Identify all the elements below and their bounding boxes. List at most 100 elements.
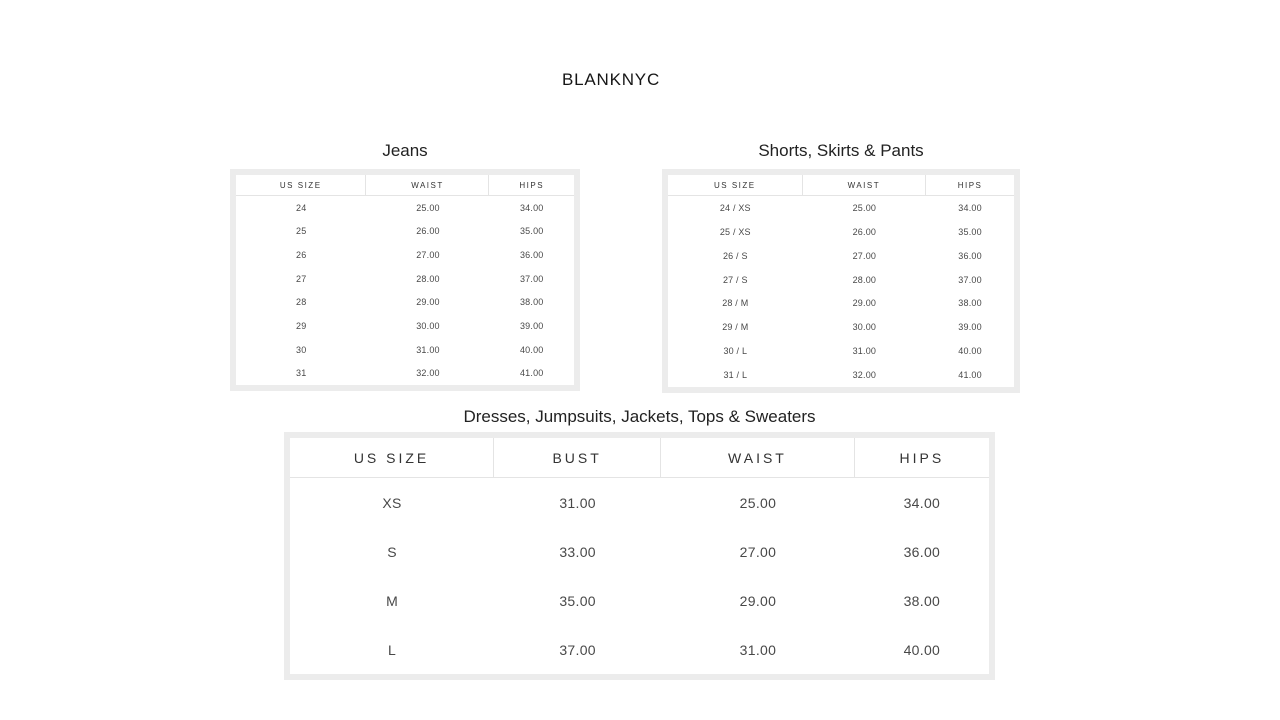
shorts-skirts-pants-size-table: US SIZE WAIST HIPS 24 / XS 25.00 34.00 25 / XS… <box>662 169 1020 393</box>
table-cell: 24 <box>296 202 307 213</box>
table-row: 27 28.00 37.00 <box>236 267 574 291</box>
section-shorts-skirts-pants: Shorts, Skirts & Pants US SIZE WAIST HIPS 2… <box>662 141 1020 393</box>
table-cell: 27.00 <box>739 543 777 560</box>
table-cell: 29 <box>296 320 307 331</box>
jeans-table-title: Jeans <box>382 141 428 160</box>
table-row: 25 26.00 35.00 <box>236 220 574 244</box>
table-cell: 28 <box>296 297 307 308</box>
table-cell: 39.00 <box>958 322 982 333</box>
table-cell: 32.00 <box>416 368 440 379</box>
dresses-table-title: Dresses, Jumpsuits, Jackets, Tops & Swea… <box>463 407 816 426</box>
table-cell: 26 / S <box>722 250 748 261</box>
table-row: 28 29.00 38.00 <box>236 291 574 315</box>
table-cell: 28 / M <box>722 298 749 309</box>
table-cell: 26 <box>296 250 307 261</box>
table-cell: 33.00 <box>559 543 596 560</box>
header-cell-waist: WAIST <box>661 438 855 477</box>
table-cell: 26.00 <box>416 226 440 237</box>
table-cell: 25 <box>296 226 307 237</box>
table-cell: 40.00 <box>958 346 982 357</box>
table-cell: 37.00 <box>559 641 596 658</box>
table-row: XS 31.00 25.00 34.00 <box>290 478 989 527</box>
table-cell: L <box>388 641 397 658</box>
header-cell-us-size: US SIZE <box>290 438 495 477</box>
table-body: 24 / XS 25.00 34.00 25 / XS 26.00 35.00 26 / S… <box>668 196 1014 387</box>
table-cell: 27.00 <box>416 250 440 261</box>
table-row: 31 32.00 41.00 <box>236 361 574 385</box>
dresses-size-table: US SIZE BUST WAIST HIPS XS 31.00 25.00 34.00 S 33… <box>284 432 995 680</box>
table-cell: 31.00 <box>559 494 596 511</box>
table-cell: 38.00 <box>519 297 544 308</box>
table-row: 25 / XS 26.00 35.00 <box>668 220 1014 244</box>
table-cell: 35.00 <box>519 226 544 237</box>
table-row: 24 / XS 25.00 34.00 <box>668 196 1014 220</box>
table-cell: 30 <box>296 344 307 355</box>
table-row: S 33.00 27.00 36.00 <box>290 527 989 576</box>
header-cell-us-size: US SIZE <box>236 175 367 195</box>
table-cell: 35.00 <box>958 226 982 237</box>
header-cell-bust: BUST <box>494 438 662 477</box>
section-jeans: Jeans US SIZE WAIST HIPS 24 25.00 34.00 25 26.0… <box>230 141 580 391</box>
table-row: L 37.00 31.00 40.00 <box>290 625 989 674</box>
table-cell: 31 / L <box>723 370 748 381</box>
table-cell: 28.00 <box>416 273 440 284</box>
brand-title: BLANKNYC <box>561 70 661 89</box>
table-row: 30 / L 31.00 40.00 <box>668 339 1014 363</box>
header-cell-hips: HIPS <box>519 180 545 190</box>
table-cell: 34.00 <box>903 494 941 511</box>
table-row: 31 / L 32.00 41.00 <box>668 363 1014 387</box>
table-cell: S <box>387 543 397 560</box>
header-cell-us-size: US SIZE <box>668 175 803 195</box>
table-cell: 37.00 <box>958 274 982 285</box>
table-row: 26 / S 27.00 36.00 <box>668 244 1014 268</box>
header-cell-hips: HIPS <box>899 449 945 466</box>
table-cell: 40.00 <box>903 641 941 658</box>
table-cell: 37.00 <box>519 273 544 284</box>
table-cell: 36.00 <box>958 250 982 261</box>
table-cell: 34.00 <box>519 202 544 213</box>
table-cell: XS <box>382 494 402 511</box>
table-cell: 30 / L <box>723 346 748 357</box>
table-body: 24 25.00 34.00 25 26.00 35.00 26 27.00 36.00 27 28… <box>236 196 574 385</box>
table-cell: 25 / XS <box>719 226 751 237</box>
table-row: 29 30.00 39.00 <box>236 314 574 338</box>
table-cell: 41.00 <box>958 370 982 381</box>
table-cell: 25.00 <box>416 202 440 213</box>
table-cell: 28.00 <box>852 274 877 285</box>
table-cell: 29.00 <box>416 297 440 308</box>
table-cell: 31.00 <box>852 346 877 357</box>
table-row: 28 / M 29.00 38.00 <box>668 292 1014 316</box>
table-cell: 40.00 <box>519 344 544 355</box>
table-cell: 31 <box>296 368 307 379</box>
table-cell: 38.00 <box>903 592 941 609</box>
table-cell: 32.00 <box>852 370 877 381</box>
table-cell: 27.00 <box>852 250 877 261</box>
table-cell: 25.00 <box>739 494 777 511</box>
header-cell-waist: WAIST <box>366 175 490 195</box>
table-cell: 35.00 <box>559 592 596 609</box>
table-cell: 29 / M <box>722 322 749 333</box>
table-row: 30 31.00 40.00 <box>236 338 574 362</box>
table-cell: M <box>386 592 399 609</box>
table-cell: 41.00 <box>519 368 544 379</box>
table-header-row: US SIZE BUST WAIST HIPS <box>290 438 989 478</box>
table-cell: 31.00 <box>416 344 440 355</box>
shorts-skirts-pants-table-title: Shorts, Skirts & Pants <box>758 141 924 160</box>
table-body: XS 31.00 25.00 34.00 S 33.00 27.00 36.00 M 35.00 2… <box>290 478 989 674</box>
table-cell: 25.00 <box>852 202 877 213</box>
table-cell: 36.00 <box>519 250 544 261</box>
table-row: 24 25.00 34.00 <box>236 196 574 220</box>
table-cell: 36.00 <box>903 543 941 560</box>
table-row: 26 27.00 36.00 <box>236 243 574 267</box>
table-cell: 27 / S <box>722 274 748 285</box>
table-row: 29 / M 30.00 39.00 <box>668 315 1014 339</box>
table-cell: 24 / XS <box>719 202 751 213</box>
table-cell: 29.00 <box>852 298 877 309</box>
table-header-row: US SIZE WAIST HIPS <box>236 175 574 196</box>
table-cell: 31.00 <box>739 641 777 658</box>
header-cell-waist: WAIST <box>803 175 927 195</box>
table-cell: 38.00 <box>958 298 982 309</box>
table-row: 27 / S 28.00 37.00 <box>668 268 1014 292</box>
table-cell: 26.00 <box>852 226 877 237</box>
section-dresses-jumpsuits-jackets-tops-sweaters: Dresses, Jumpsuits, Jackets, Tops & Swea… <box>284 407 995 680</box>
